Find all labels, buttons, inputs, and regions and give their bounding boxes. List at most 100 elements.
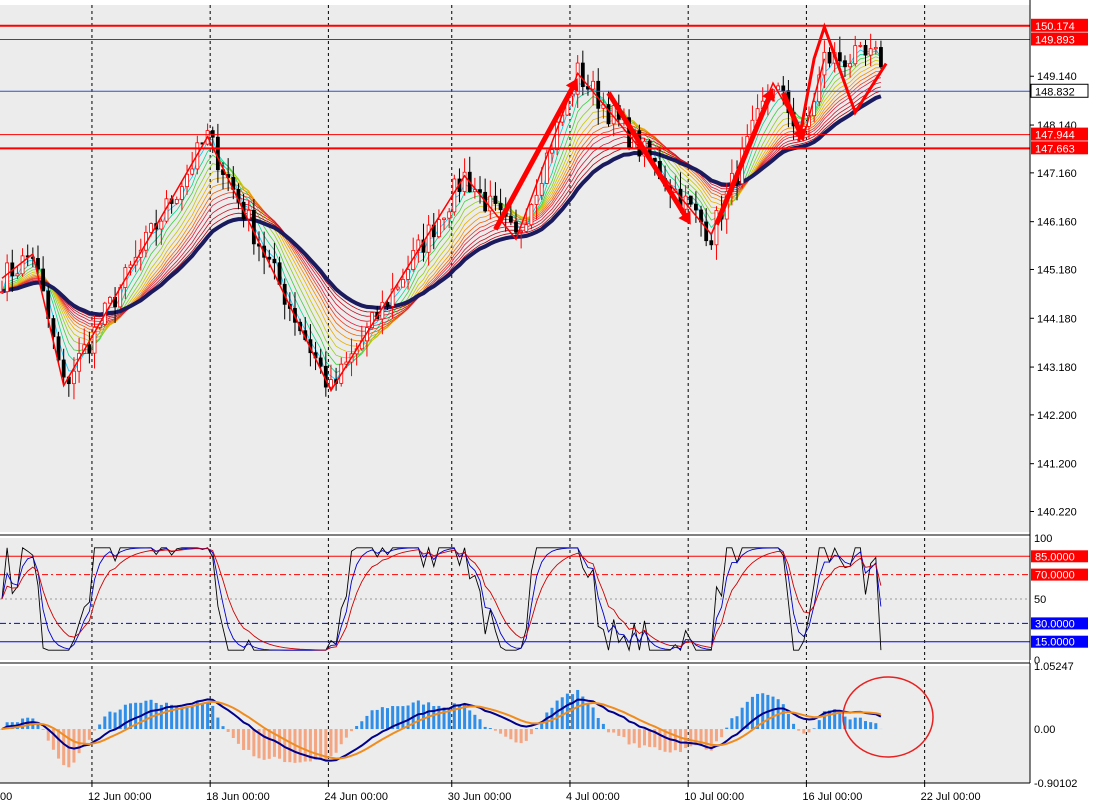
candle[interactable] bbox=[395, 284, 400, 292]
candle[interactable] bbox=[426, 214, 431, 266]
candle[interactable] bbox=[858, 41, 863, 48]
candle[interactable] bbox=[843, 55, 847, 78]
macd-bar bbox=[314, 729, 318, 760]
candle-body bbox=[879, 47, 883, 68]
macd-bar bbox=[308, 729, 312, 762]
candle[interactable] bbox=[370, 312, 374, 330]
candle[interactable] bbox=[159, 218, 164, 245]
candle[interactable] bbox=[514, 209, 518, 235]
candle[interactable] bbox=[591, 70, 595, 106]
candle[interactable] bbox=[406, 255, 410, 290]
candle[interactable] bbox=[776, 82, 781, 91]
candle[interactable] bbox=[36, 245, 40, 276]
macd-bar bbox=[457, 705, 461, 730]
ma-ribbon-line bbox=[1, 59, 881, 353]
candle[interactable] bbox=[596, 68, 601, 125]
candle[interactable] bbox=[15, 265, 20, 279]
time-label: 10 Jul 00:00 bbox=[684, 791, 744, 803]
candle[interactable] bbox=[714, 206, 719, 260]
candle[interactable] bbox=[87, 331, 92, 364]
arrow-up-2-head bbox=[761, 87, 775, 102]
candle[interactable] bbox=[539, 167, 544, 201]
arrow-up-1-head bbox=[565, 78, 579, 93]
candle[interactable] bbox=[688, 195, 693, 208]
macd-bar bbox=[555, 700, 559, 730]
oscillator-level-tag bbox=[1031, 617, 1088, 630]
candle[interactable] bbox=[185, 164, 189, 195]
candle[interactable] bbox=[529, 203, 534, 230]
candle[interactable] bbox=[863, 39, 868, 66]
candle[interactable] bbox=[493, 182, 498, 211]
candle[interactable] bbox=[442, 217, 446, 231]
candle[interactable] bbox=[694, 191, 698, 223]
candle[interactable] bbox=[848, 53, 852, 78]
candle-body bbox=[36, 258, 40, 270]
candle[interactable] bbox=[879, 40, 883, 69]
candle-body bbox=[108, 296, 112, 304]
candle-body bbox=[498, 203, 503, 211]
candle[interactable] bbox=[5, 254, 10, 302]
oscillator-tick-label: 100 bbox=[1034, 533, 1052, 545]
price-tick-label: 146.160 bbox=[1037, 217, 1077, 229]
macd-bar bbox=[93, 729, 97, 731]
candle[interactable] bbox=[488, 180, 493, 220]
candle[interactable] bbox=[873, 40, 878, 55]
macd-bar bbox=[195, 702, 199, 730]
candle[interactable] bbox=[550, 141, 554, 163]
oscillator-panel[interactable]: 100 50 0 85.0000 70.0000 30.0000 15.0000 bbox=[0, 533, 1095, 667]
macd-bar bbox=[386, 708, 389, 730]
candle[interactable] bbox=[817, 66, 822, 106]
price-tick-label: 147.160 bbox=[1037, 168, 1077, 180]
candle[interactable] bbox=[0, 280, 4, 294]
candle[interactable] bbox=[329, 364, 333, 392]
macd-tick-label: 0.00 bbox=[1034, 724, 1055, 736]
candle[interactable] bbox=[246, 200, 251, 232]
candle[interactable] bbox=[447, 208, 452, 229]
macd-bar bbox=[51, 729, 55, 750]
candle[interactable] bbox=[837, 36, 842, 71]
candle[interactable] bbox=[853, 35, 858, 67]
macd-bar bbox=[627, 729, 631, 745]
candle-body bbox=[51, 318, 56, 338]
candle-body bbox=[694, 203, 698, 211]
macd-bar bbox=[812, 728, 816, 730]
macd-bar bbox=[380, 707, 384, 730]
macd-bar bbox=[858, 717, 862, 730]
oscillator-tick-label: 50 bbox=[1034, 594, 1046, 606]
macd-bar bbox=[864, 721, 868, 730]
candle-body bbox=[72, 370, 76, 385]
candle[interactable] bbox=[390, 272, 395, 319]
macd-bar bbox=[36, 722, 40, 730]
oscillator-axis: 100 50 0 85.0000 70.0000 30.0000 15.0000 bbox=[1029, 533, 1095, 667]
candle[interactable] bbox=[61, 348, 66, 385]
candle[interactable] bbox=[478, 176, 482, 204]
candle[interactable] bbox=[385, 299, 390, 310]
candle[interactable] bbox=[108, 295, 112, 304]
macd-panel[interactable]: 1.05247 0.00 -0.90102 bbox=[0, 661, 1095, 790]
arrow-up-2 bbox=[714, 93, 773, 226]
candle[interactable] bbox=[174, 196, 179, 205]
candle[interactable] bbox=[401, 268, 405, 288]
candle[interactable] bbox=[41, 256, 46, 292]
candle[interactable] bbox=[92, 314, 97, 369]
candle-body bbox=[406, 269, 410, 280]
candle[interactable] bbox=[519, 229, 524, 249]
candle[interactable] bbox=[56, 331, 61, 365]
candle[interactable] bbox=[72, 357, 76, 400]
candle[interactable] bbox=[179, 181, 184, 211]
candle[interactable] bbox=[436, 209, 441, 239]
candle[interactable] bbox=[580, 50, 585, 96]
candle-body bbox=[5, 262, 10, 293]
candle[interactable] bbox=[827, 47, 832, 68]
candle-body bbox=[159, 220, 164, 230]
candle[interactable] bbox=[709, 232, 714, 250]
macd-bar bbox=[658, 729, 662, 751]
macd-bar bbox=[756, 693, 760, 730]
macd-bar bbox=[303, 729, 307, 762]
macd-bar bbox=[375, 709, 379, 730]
forecast-path bbox=[797, 22, 888, 142]
macd-bar bbox=[853, 717, 857, 730]
macd-bar bbox=[41, 729, 45, 730]
